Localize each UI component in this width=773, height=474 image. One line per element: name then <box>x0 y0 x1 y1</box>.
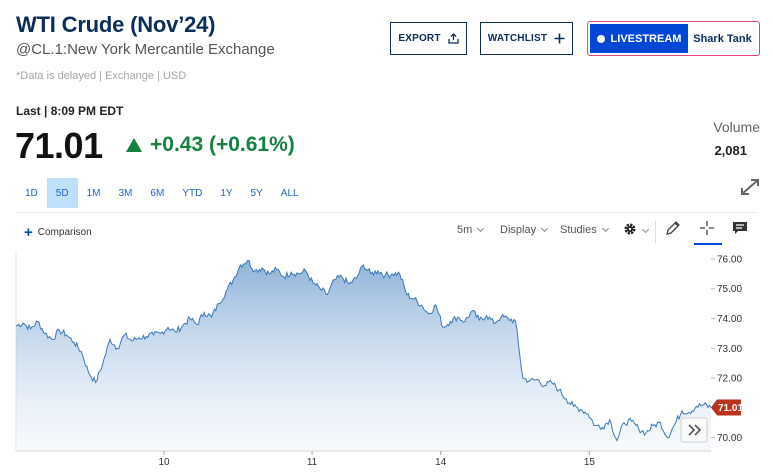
y-tick-label: 73.00 <box>717 344 742 355</box>
live-show-link[interactable]: Shark Tank <box>693 32 752 45</box>
range-1m[interactable]: 1M <box>86 187 101 199</box>
livestream-button[interactable]: LIVESTREAM <box>590 24 688 53</box>
delayed-note: *Data is delayed | Exchange | USD <box>16 70 187 82</box>
x-axis: 10 11 14 15 <box>158 451 595 468</box>
watchlist-button[interactable]: WATCHLIST <box>480 22 573 55</box>
share-icon <box>448 33 459 44</box>
x-tick-label: 15 <box>584 457 596 468</box>
gear-icon <box>623 222 637 239</box>
chevron-down-icon <box>541 224 549 233</box>
exchange-name: @CL.1:New York Mercantile Exchange <box>16 41 275 58</box>
watchlist-label: WATCHLIST <box>487 33 548 44</box>
range-5y[interactable]: 5Y <box>250 187 263 199</box>
volume-label: Volume <box>713 119 760 135</box>
range-3m[interactable]: 3M <box>118 187 133 199</box>
y-tick-label: 76.00 <box>717 254 742 265</box>
settings-dropdown[interactable] <box>623 222 650 239</box>
last-price: 71.01 <box>15 125 103 166</box>
price-change-value: +0.43 (+0.61%) <box>150 133 295 156</box>
comparison-button[interactable]: + Comparison <box>24 223 92 241</box>
price-change: +0.43 (+0.61%) <box>126 133 295 157</box>
x-tick-label: 11 <box>307 457 318 468</box>
range-all[interactable]: ALL <box>280 187 299 199</box>
toolbar-divider <box>16 212 757 213</box>
toolbar-separator <box>655 221 656 243</box>
up-arrow-icon <box>126 138 142 152</box>
range-5d[interactable]: 5D <box>46 178 78 208</box>
comment-icon[interactable] <box>732 221 748 240</box>
display-label: Display <box>500 224 537 236</box>
plot-area <box>15 259 712 451</box>
price-line <box>15 259 712 442</box>
x-tick-label: 10 <box>158 457 170 468</box>
chevron-down-icon <box>641 225 650 233</box>
range-1y[interactable]: 1Y <box>220 187 233 199</box>
livestream-label: LIVESTREAM <box>610 32 682 45</box>
last-price-label: 71.01 <box>718 403 743 414</box>
export-button[interactable]: EXPORT <box>390 22 467 55</box>
y-tick-label: 70.00 <box>717 433 742 444</box>
range-6m[interactable]: 6M <box>150 187 165 199</box>
interval-value: 5m <box>457 224 473 236</box>
range-selector: 1D 5D 1M 3M 6M YTD 1Y 5Y ALL <box>16 178 308 208</box>
y-tick-label: 75.00 <box>717 284 742 295</box>
chevron-down-icon <box>601 224 609 233</box>
live-dot-icon <box>596 34 605 43</box>
chevron-double-right-icon <box>688 424 702 436</box>
y-tick-label: 74.00 <box>717 314 742 325</box>
chevron-down-icon <box>477 224 485 233</box>
expand-icon[interactable] <box>740 178 760 201</box>
plus-icon <box>554 33 565 44</box>
crosshair-active-indicator <box>694 243 722 245</box>
crosshair-icon[interactable] <box>699 220 715 241</box>
last-price-marker: 71.01 <box>711 399 743 416</box>
x-tick-label: 14 <box>435 457 447 468</box>
add-comparison-icon: + <box>24 223 33 241</box>
price-chart[interactable]: 76.0075.0074.0073.0072.0071.0070.0071.01… <box>0 250 773 474</box>
scroll-to-latest-button[interactable] <box>680 417 708 443</box>
range-ytd[interactable]: YTD <box>182 187 203 199</box>
display-dropdown[interactable]: Display <box>500 224 549 236</box>
studies-label: Studies <box>560 224 597 236</box>
export-label: EXPORT <box>398 33 441 44</box>
last-time: Last | 8:09 PM EDT <box>16 104 124 118</box>
page-title: WTI Crude (Nov’24) <box>16 12 216 37</box>
volume-value: 2,081 <box>714 143 747 158</box>
pencil-icon[interactable] <box>665 220 681 241</box>
price-area <box>16 260 711 451</box>
comparison-label: Comparison <box>37 227 92 238</box>
last-price-badge <box>711 399 741 416</box>
livestream-widget: LIVESTREAM Shark Tank <box>587 21 760 56</box>
y-tick-label: 72.00 <box>717 374 742 385</box>
studies-dropdown[interactable]: Studies <box>560 224 609 236</box>
range-1d[interactable]: 1D <box>25 187 38 199</box>
interval-dropdown[interactable]: 5m <box>457 224 485 236</box>
